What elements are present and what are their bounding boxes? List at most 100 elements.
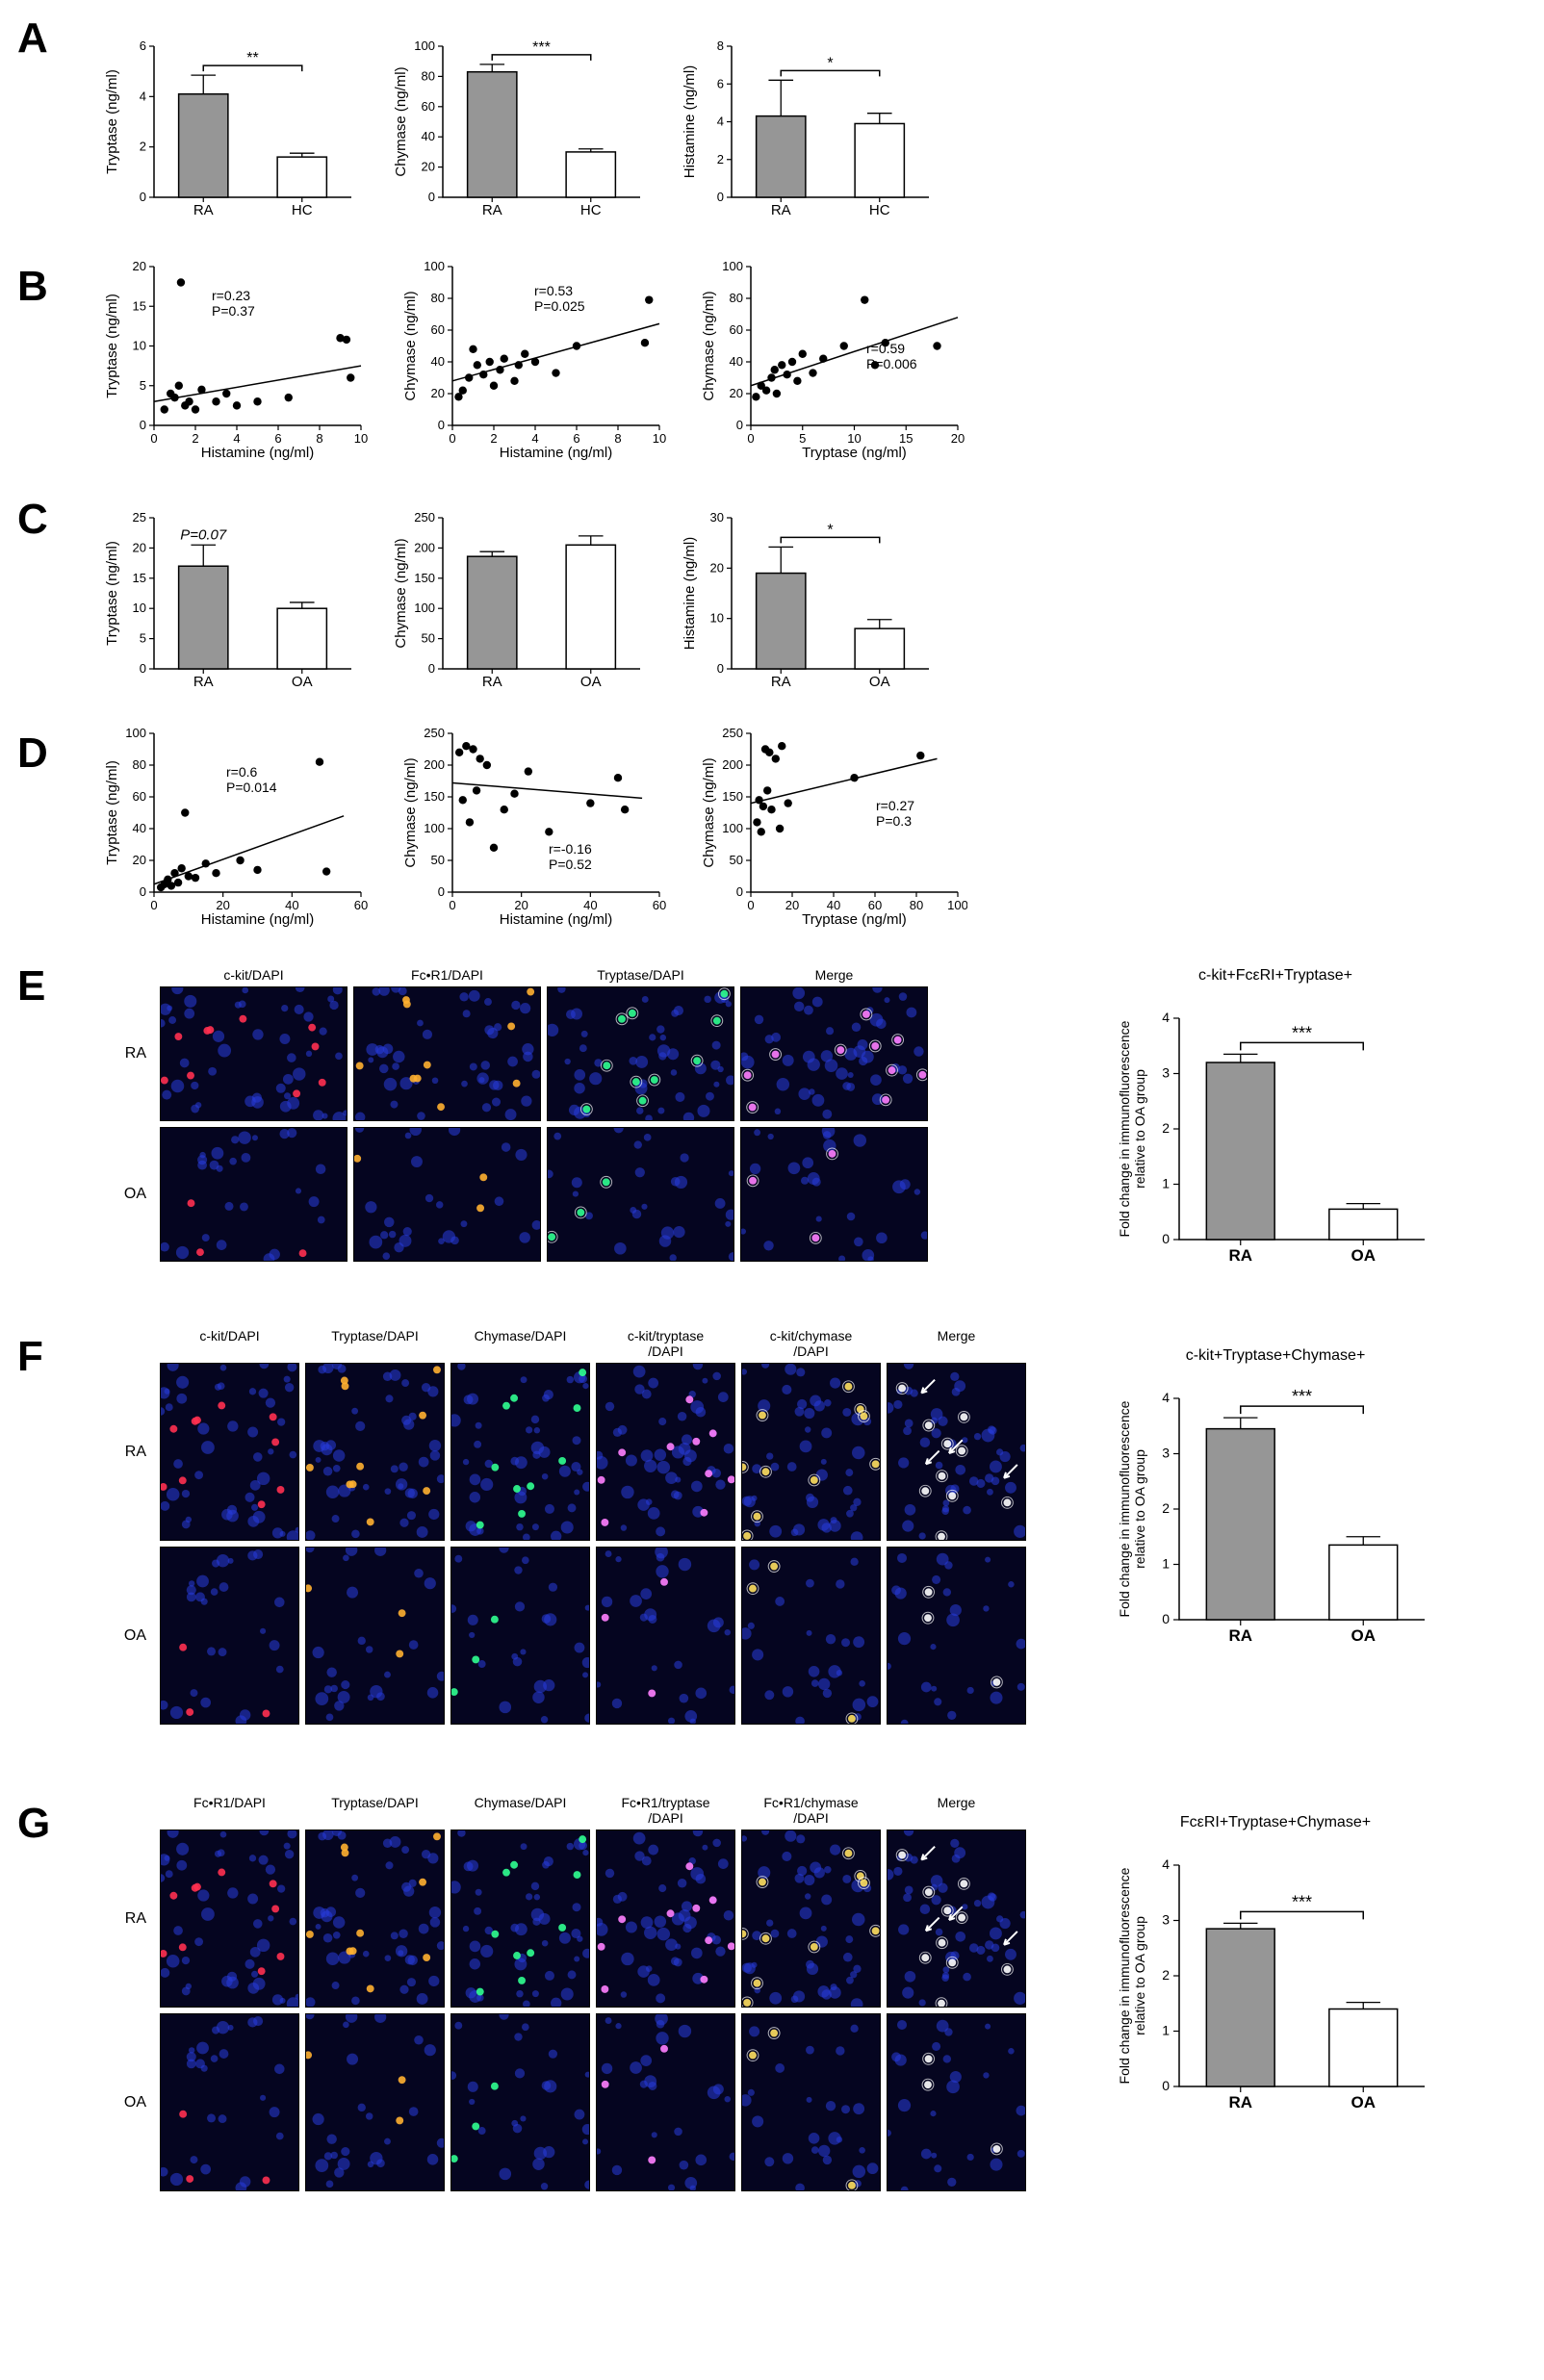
svg-text:0: 0: [140, 661, 146, 676]
if-image-cell: [741, 1830, 881, 2008]
if-col-label: Tryptase/DAPI: [547, 967, 734, 983]
bar-chart: 050100150200250RAOAChymase (ng/ml): [390, 491, 650, 703]
svg-text:RA: RA: [482, 674, 502, 690]
if-col-label: c-kit/tryptase/DAPI: [596, 1328, 735, 1359]
svg-text:40: 40: [422, 129, 435, 143]
svg-text:40: 40: [431, 354, 445, 369]
if-image-cell: [305, 1363, 445, 1541]
svg-text:60: 60: [730, 322, 743, 337]
svg-text:20: 20: [422, 160, 435, 174]
svg-text:2: 2: [1162, 1500, 1170, 1516]
if-image-cell: [450, 2013, 590, 2191]
figure: A 0246RAHC**Tryptase (ng/ml)020406080100…: [0, 0, 1544, 2380]
svg-text:OA: OA: [1351, 2093, 1377, 2111]
svg-text:60: 60: [431, 322, 445, 337]
panel-a-row: 0246RAHC**Tryptase (ng/ml)020406080100RA…: [101, 19, 939, 231]
svg-text:4: 4: [233, 431, 240, 446]
svg-text:0: 0: [428, 661, 435, 676]
if-image-cell: [160, 1830, 299, 2008]
svg-text:3: 3: [1162, 1912, 1170, 1928]
svg-text:1: 1: [1162, 1176, 1170, 1191]
if-image-cell: [740, 986, 928, 1121]
bar-chart: 0246RAHC**Tryptase (ng/ml): [101, 19, 361, 231]
panel-d-row: 0204060801000204060r=0.6P=0.014Tryptase …: [101, 722, 967, 929]
svg-text:RA: RA: [482, 202, 502, 218]
if-row-label: RA: [96, 1830, 154, 2008]
svg-text:250: 250: [424, 726, 445, 740]
svg-text:100: 100: [414, 38, 435, 53]
if-col-label: Merge: [887, 1328, 1026, 1359]
svg-text:10: 10: [653, 431, 666, 446]
svg-text:Tryptase (ng/ml): Tryptase (ng/ml): [104, 760, 120, 865]
small-bar-title: FcεRI+Tryptase+Chymase+: [1112, 1814, 1439, 1831]
scatter-chart: 0204060801000246810r=0.53P=0.025Chymase …: [399, 255, 669, 462]
bar-chart: 0510152025RAOAP=0.07Tryptase (ng/ml): [101, 491, 361, 703]
svg-text:P=0.37: P=0.37: [212, 303, 255, 319]
if-col-label: c-kit/DAPI: [160, 1328, 299, 1359]
svg-text:0: 0: [449, 898, 455, 912]
panel-e-if: c-kit/DAPIFc•R1/DAPITryptase/DAPIMergeRA…: [96, 967, 928, 1267]
svg-text:50: 50: [730, 853, 743, 867]
svg-text:0: 0: [747, 898, 754, 912]
if-image-cell: [596, 1830, 735, 2008]
if-col-label: Chymase/DAPI: [450, 1328, 590, 1359]
panel-f-bar: c-kit+Tryptase+Chymase+01234RAOA***Fold …: [1112, 1347, 1439, 1653]
svg-text:50: 50: [431, 853, 445, 867]
svg-text:Chymase (ng/ml): Chymase (ng/ml): [701, 757, 717, 867]
svg-text:0: 0: [717, 661, 724, 676]
svg-text:20: 20: [951, 431, 965, 446]
svg-text:0: 0: [747, 431, 754, 446]
if-col-label: Fc•R1/DAPI: [353, 967, 541, 983]
panel-c-row: 0510152025RAOAP=0.07Tryptase (ng/ml)0501…: [101, 491, 939, 703]
svg-text:P=0.014: P=0.014: [226, 780, 277, 795]
if-col-label: Chymase/DAPI: [450, 1795, 590, 1826]
panel-g-label: G: [17, 1800, 50, 1848]
svg-text:20: 20: [216, 898, 229, 912]
svg-text:30: 30: [710, 510, 724, 525]
svg-text:Fold change in immunofluoresce: Fold change in immunofluorescence: [1117, 1020, 1132, 1237]
scatter-chart: 050100150200250020406080100r=0.27P=0.3Ch…: [698, 722, 967, 929]
svg-text:200: 200: [424, 757, 445, 772]
svg-text:6: 6: [140, 38, 146, 53]
svg-text:Chymase (ng/ml): Chymase (ng/ml): [402, 757, 419, 867]
if-image-cell: [887, 1830, 1026, 2008]
svg-text:2: 2: [717, 152, 724, 166]
svg-text:20: 20: [431, 386, 445, 400]
if-image-cell: [887, 1547, 1026, 1725]
bar-chart: 020406080100RAHC***Chymase (ng/ml): [390, 19, 650, 231]
svg-text:OA: OA: [580, 674, 602, 690]
svg-text:Tryptase (ng/ml): Tryptase (ng/ml): [104, 541, 120, 646]
panel-b-label: B: [17, 263, 48, 311]
svg-text:10: 10: [710, 611, 724, 626]
svg-text:Fold change in immunofluoresce: Fold change in immunofluorescence: [1117, 1400, 1132, 1617]
svg-text:20: 20: [133, 540, 146, 554]
svg-text:***: ***: [1292, 1023, 1312, 1042]
svg-text:20: 20: [730, 386, 743, 400]
svg-text:0: 0: [717, 190, 724, 204]
if-image-cell: [596, 1363, 735, 1541]
svg-text:100: 100: [424, 259, 445, 273]
svg-text:80: 80: [422, 68, 435, 83]
svg-text:r=0.27: r=0.27: [876, 798, 914, 813]
if-col-label: Merge: [887, 1795, 1026, 1826]
if-col-label: Tryptase/DAPI: [305, 1795, 445, 1826]
svg-text:10: 10: [354, 431, 368, 446]
svg-text:P=0.07: P=0.07: [180, 526, 227, 543]
svg-text:20: 20: [710, 560, 724, 575]
bar-chart: 0102030RAOA*Histamine (ng/ml): [679, 491, 939, 703]
bar-chart: 02468RAHC*Histamine (ng/ml): [679, 19, 939, 231]
small-bar-chart: 01234RAOA***Fold change in immunofluores…: [1112, 985, 1439, 1273]
svg-text:10: 10: [133, 601, 146, 615]
if-image-cell: [353, 986, 541, 1121]
svg-text:10: 10: [133, 339, 146, 353]
svg-text:***: ***: [532, 39, 551, 56]
svg-text:0: 0: [150, 431, 157, 446]
panel-f-if: c-kit/DAPITryptase/DAPIChymase/DAPIc-kit…: [96, 1328, 1026, 1730]
svg-text:r=0.23: r=0.23: [212, 288, 250, 303]
svg-text:RA: RA: [193, 202, 214, 218]
svg-text:0: 0: [1162, 2078, 1170, 2093]
if-image-cell: [741, 1363, 881, 1541]
panel-e-label: E: [17, 962, 45, 1011]
if-image-cell: [740, 1127, 928, 1262]
svg-text:4: 4: [140, 89, 146, 103]
